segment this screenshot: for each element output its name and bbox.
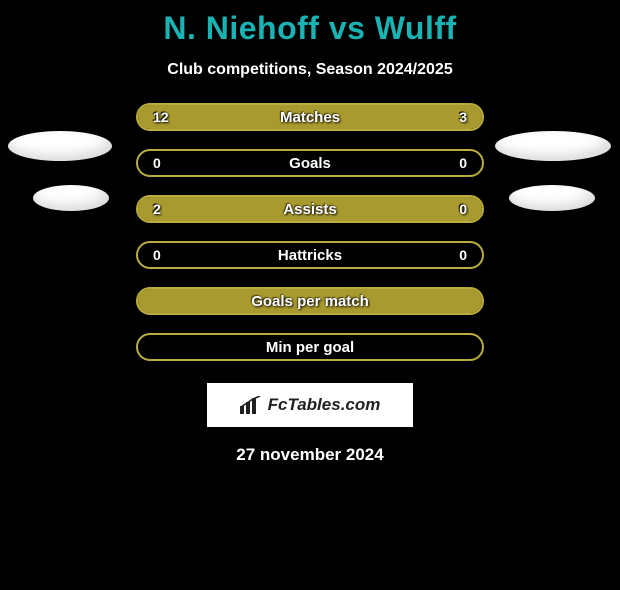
comparison-subtitle: Club competitions, Season 2024/2025 [0, 61, 620, 79]
stat-bar: Assists [136, 195, 484, 223]
stat-row: Min per goal [0, 333, 620, 361]
stat-label: Assists [283, 201, 336, 218]
stat-label: Matches [280, 109, 340, 126]
stat-label: Min per goal [266, 339, 354, 356]
decorative-ellipse [33, 185, 109, 211]
stat-label: Goals per match [251, 293, 369, 310]
fctables-logo-icon [240, 396, 262, 414]
stat-label: Goals [289, 155, 331, 172]
snapshot-date: 27 november 2024 [0, 445, 620, 465]
stat-bar-left-fill [138, 105, 406, 129]
decorative-ellipse [509, 185, 595, 211]
stat-row: 12 3 Matches [0, 103, 620, 131]
stat-row: Goals per match [0, 287, 620, 315]
stat-left-value: 0 [153, 247, 161, 263]
stat-right-value: 0 [459, 155, 467, 171]
stat-label: Hattricks [278, 247, 342, 264]
stat-bar: Matches [136, 103, 484, 131]
fctables-badge: FcTables.com [207, 383, 413, 427]
stat-right-value: 3 [459, 109, 467, 125]
stat-bar: Hattricks [136, 241, 484, 269]
stat-right-value: 0 [459, 247, 467, 263]
stat-left-value: 0 [153, 155, 161, 171]
stat-row: 0 0 Hattricks [0, 241, 620, 269]
stat-bar: Min per goal [136, 333, 484, 361]
stat-bar-right-fill [406, 105, 482, 129]
decorative-ellipse [8, 131, 112, 161]
stat-right-value: 0 [459, 201, 467, 217]
comparison-title: N. Niehoff vs Wulff [0, 10, 620, 47]
stat-bar-left-fill [138, 197, 406, 221]
stat-bar-right-fill [406, 197, 482, 221]
stat-bar: Goals [136, 149, 484, 177]
stat-bar: Goals per match [136, 287, 484, 315]
fctables-label: FcTables.com [268, 395, 381, 415]
stat-left-value: 12 [153, 109, 169, 125]
stat-left-value: 2 [153, 201, 161, 217]
decorative-ellipse [495, 131, 611, 161]
